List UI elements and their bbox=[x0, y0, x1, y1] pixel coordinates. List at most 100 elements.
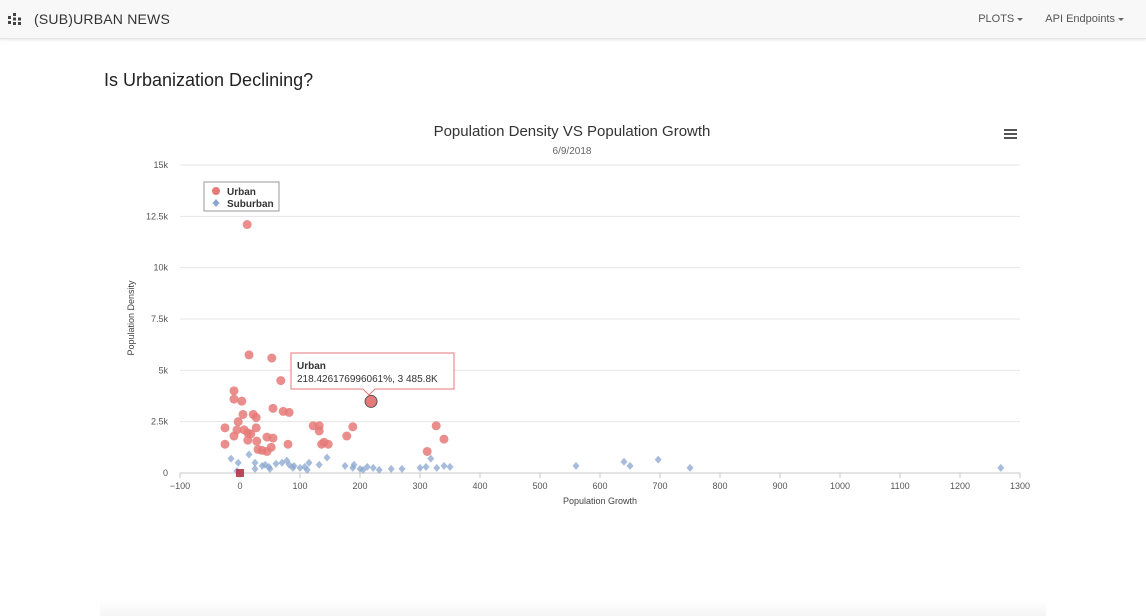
suburban-point[interactable] bbox=[375, 465, 383, 474]
legend-item-suburban[interactable]: Suburban bbox=[212, 199, 274, 210]
suburban-point[interactable] bbox=[227, 454, 235, 463]
suburban-point[interactable] bbox=[266, 464, 274, 473]
plots-menu[interactable]: PLOTS bbox=[978, 13, 1024, 25]
y-axis-ticks: 0 2.5k 5k 7.5k 10k 12.5k 15k bbox=[146, 160, 169, 478]
suburban-point[interactable] bbox=[427, 454, 435, 463]
legend-suburban-label: Suburban bbox=[227, 199, 274, 210]
x-tick-label: 800 bbox=[712, 481, 727, 491]
legend-suburban-marker bbox=[212, 199, 220, 207]
legend: Urban Suburban bbox=[203, 181, 280, 212]
urban-point[interactable] bbox=[267, 353, 277, 363]
legend-urban-label: Urban bbox=[227, 187, 256, 198]
y-tick-label: 12.5k bbox=[146, 211, 169, 221]
suburban-point[interactable] bbox=[234, 458, 242, 467]
x-tick-label: 1100 bbox=[890, 481, 909, 491]
menu-icon[interactable] bbox=[1002, 128, 1018, 142]
suburban-point[interactable] bbox=[654, 455, 662, 464]
suburban-point[interactable] bbox=[323, 453, 331, 462]
urban-point[interactable] bbox=[342, 431, 352, 441]
suburban-point[interactable] bbox=[341, 461, 349, 470]
y-tick-label: 0 bbox=[163, 468, 168, 478]
suburban-point[interactable] bbox=[349, 463, 357, 472]
suburban-point[interactable] bbox=[245, 450, 253, 459]
suburban-point[interactable] bbox=[398, 464, 406, 473]
y-tick-label: 5k bbox=[158, 365, 168, 375]
suburban-point[interactable] bbox=[387, 464, 395, 473]
x-tick-label: 200 bbox=[352, 481, 367, 491]
suburban-point[interactable] bbox=[359, 465, 367, 474]
suburban-point[interactable] bbox=[251, 458, 259, 467]
x-tick-label: 1200 bbox=[950, 481, 970, 491]
chart-subtitle: 6/9/2018 bbox=[553, 146, 592, 157]
plots-menu-label: PLOTS bbox=[978, 13, 1015, 25]
urban-point[interactable] bbox=[276, 376, 286, 386]
suburban-point[interactable] bbox=[686, 463, 694, 472]
suburban-point[interactable] bbox=[305, 458, 313, 467]
urban-point[interactable] bbox=[431, 421, 441, 431]
y-axis-title: Population Density bbox=[126, 280, 136, 356]
urban-point[interactable] bbox=[251, 413, 261, 423]
x-tick-label: 300 bbox=[412, 481, 427, 491]
urban-point[interactable] bbox=[439, 434, 449, 444]
api-endpoints-menu[interactable]: API Endpoints bbox=[1045, 13, 1124, 25]
suburban-point[interactable] bbox=[440, 461, 448, 470]
suburban-point[interactable] bbox=[572, 461, 580, 470]
urban-point[interactable] bbox=[348, 422, 358, 432]
y-tick-label: 15k bbox=[153, 160, 168, 170]
urban-point[interactable] bbox=[262, 446, 272, 456]
x-tick-label: 1300 bbox=[1010, 481, 1030, 491]
urban-point[interactable] bbox=[284, 407, 294, 417]
urban-point[interactable] bbox=[323, 439, 333, 449]
urban-point[interactable] bbox=[229, 386, 239, 396]
x-tick-label: 600 bbox=[592, 481, 607, 491]
suburban-point[interactable] bbox=[289, 463, 297, 472]
urban-point[interactable] bbox=[237, 396, 247, 406]
suburban-point[interactable] bbox=[369, 463, 377, 472]
series-urban bbox=[220, 220, 449, 477]
tooltip: Urban 218.426176996061%, 3 485.8K bbox=[290, 352, 455, 396]
urban-point[interactable] bbox=[233, 417, 243, 427]
urban-point[interactable] bbox=[314, 426, 324, 436]
y-tick-label: 10k bbox=[153, 263, 168, 273]
urban-point[interactable] bbox=[236, 469, 244, 477]
urban-point[interactable] bbox=[229, 431, 239, 441]
legend-item-urban[interactable]: Urban bbox=[212, 187, 256, 198]
suburban-point[interactable] bbox=[251, 464, 259, 473]
brand-title: (SUB)URBAN NEWS bbox=[34, 11, 171, 27]
suburban-point[interactable] bbox=[272, 459, 280, 468]
suburban-point[interactable] bbox=[433, 463, 441, 472]
urban-point[interactable] bbox=[252, 436, 262, 446]
urban-point[interactable] bbox=[220, 423, 230, 433]
suburban-point[interactable] bbox=[620, 457, 628, 466]
urban-point[interactable] bbox=[244, 350, 254, 360]
urban-point[interactable] bbox=[268, 433, 278, 443]
suburban-point[interactable] bbox=[626, 461, 634, 470]
suburban-point[interactable] bbox=[303, 465, 311, 474]
suburban-point[interactable] bbox=[258, 461, 266, 470]
urban-point[interactable] bbox=[317, 439, 327, 449]
urban-point[interactable] bbox=[422, 446, 432, 456]
suburban-point[interactable] bbox=[315, 460, 323, 469]
urban-point[interactable] bbox=[268, 403, 278, 413]
suburban-point[interactable] bbox=[446, 462, 454, 471]
urban-point[interactable] bbox=[283, 439, 293, 449]
x-tick-label: 900 bbox=[772, 481, 787, 491]
brand[interactable]: (SUB)URBAN NEWS bbox=[8, 0, 170, 38]
urban-point[interactable] bbox=[242, 220, 252, 230]
urban-point-hovered[interactable] bbox=[364, 394, 378, 408]
page-title: Is Urbanization Declining? bbox=[104, 70, 314, 90]
suburban-point[interactable] bbox=[422, 462, 430, 471]
x-tick-label: 500 bbox=[532, 481, 547, 491]
urban-point[interactable] bbox=[251, 423, 261, 433]
urban-point[interactable] bbox=[243, 435, 253, 445]
urban-point[interactable] bbox=[229, 394, 239, 404]
suburban-point[interactable] bbox=[997, 463, 1005, 472]
suburban-point[interactable] bbox=[296, 463, 304, 472]
x-tick-label: −100 bbox=[170, 481, 190, 491]
urban-point[interactable] bbox=[238, 409, 248, 419]
suburban-point[interactable] bbox=[416, 463, 424, 472]
tooltip-box bbox=[290, 352, 455, 396]
urban-point[interactable] bbox=[220, 439, 230, 449]
x-tick-label: 0 bbox=[237, 481, 242, 491]
footer-shadow bbox=[100, 600, 1046, 616]
